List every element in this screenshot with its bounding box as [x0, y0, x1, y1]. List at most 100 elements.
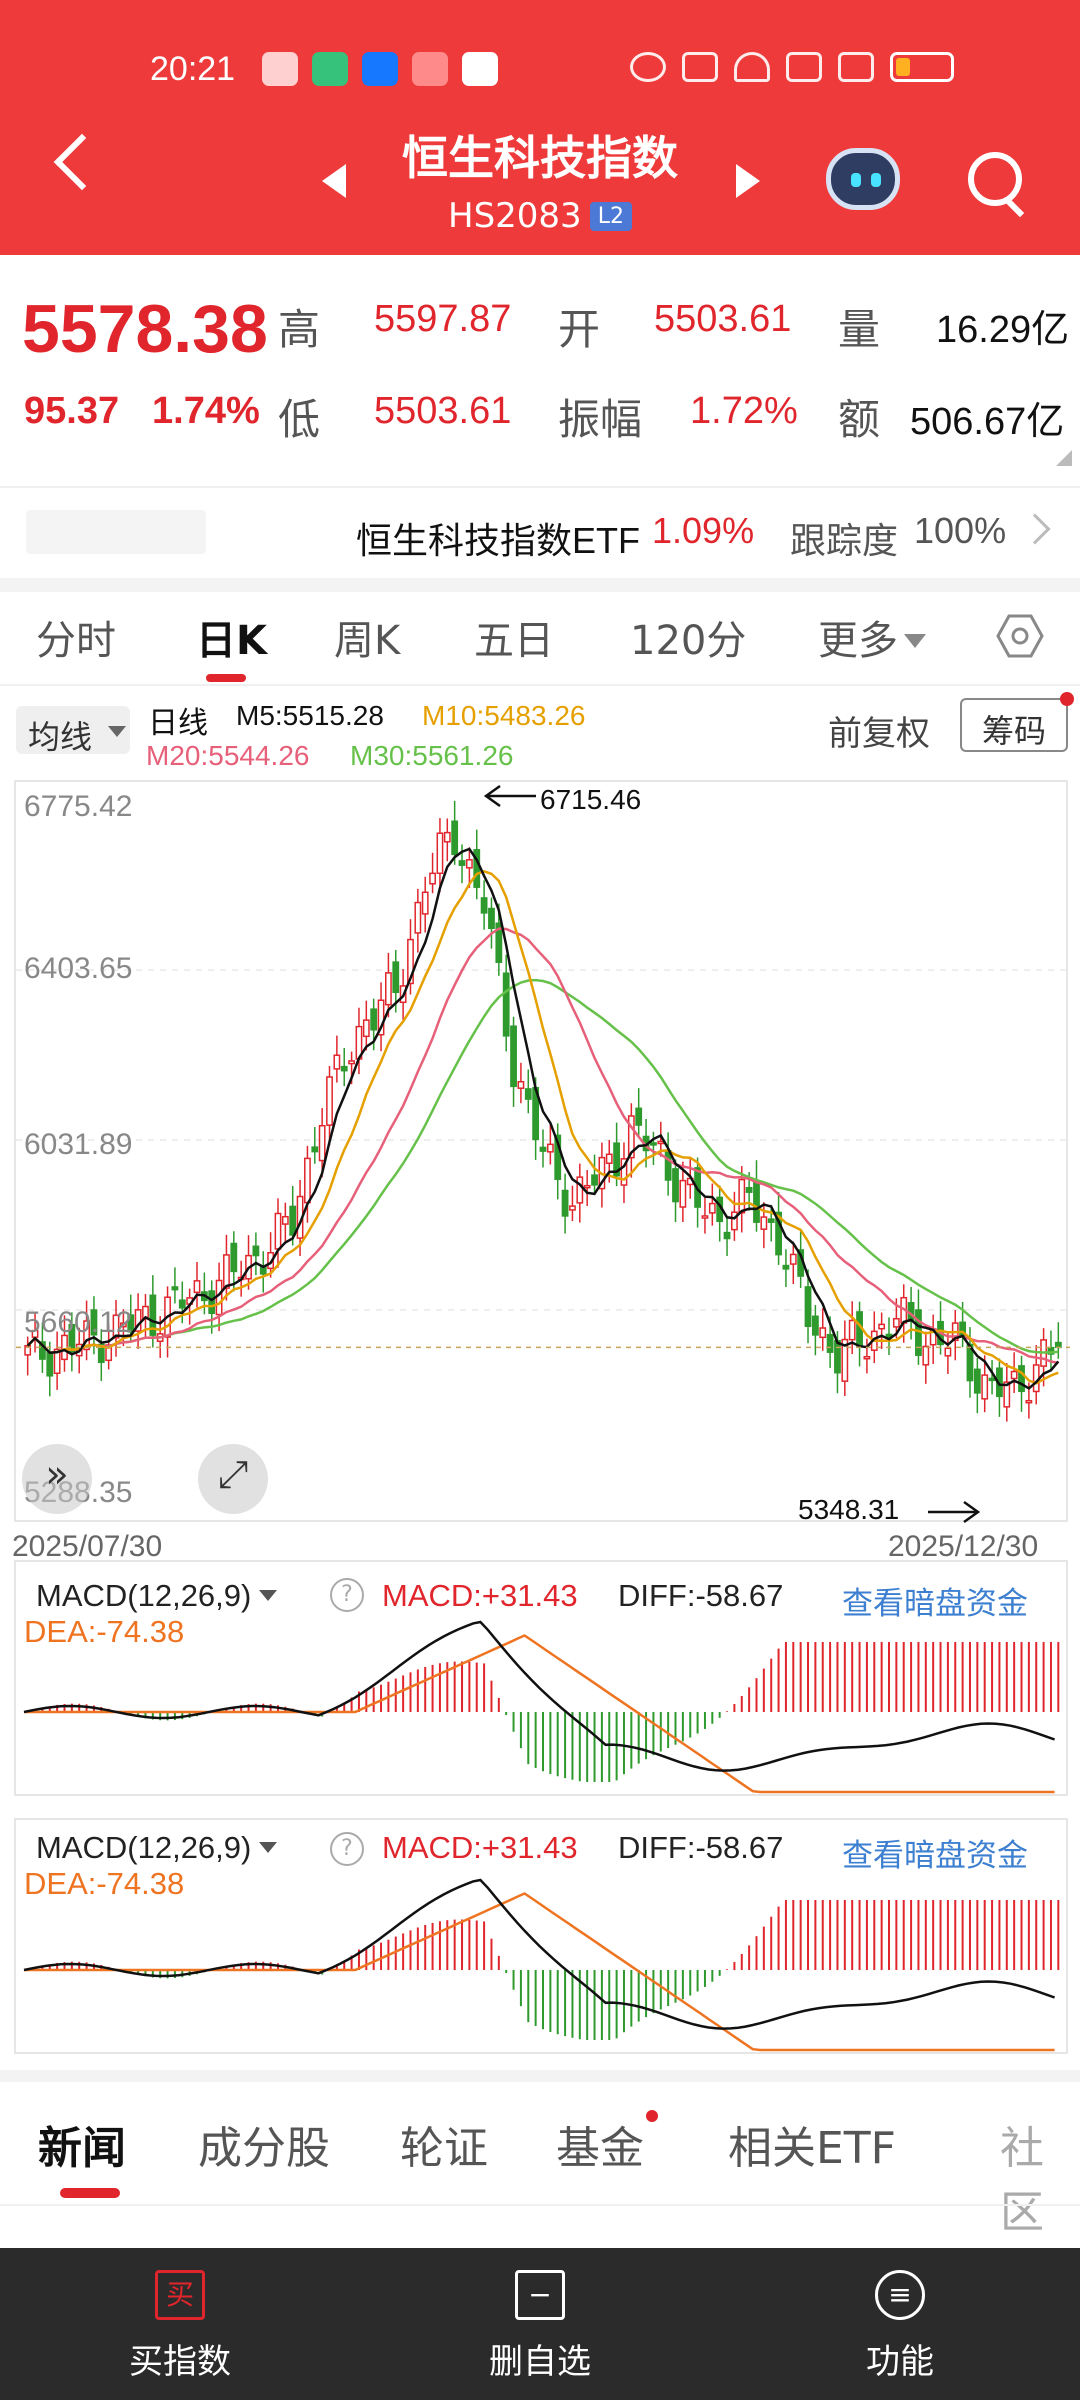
help-icon[interactable]: ?	[330, 1578, 364, 1612]
candle-body	[1025, 1399, 1033, 1404]
candle-body	[539, 1146, 547, 1152]
battery-icon	[890, 52, 954, 82]
candle-body	[495, 922, 503, 963]
candle-body	[53, 1348, 61, 1375]
dark-pool-link[interactable]: 查看暗盘资金	[842, 1838, 1028, 1873]
candle-body	[348, 1060, 355, 1065]
level-badge: L2	[589, 202, 632, 231]
search-icon[interactable]	[968, 152, 1022, 206]
robot-eye	[851, 173, 861, 187]
tab-funds[interactable]: 基金	[556, 2123, 644, 2174]
tab-related-etf[interactable]: 相关ETF	[728, 2123, 896, 2174]
candle-body	[421, 891, 429, 915]
tab-daily-k[interactable]: 日K	[196, 618, 267, 664]
assistant-robot-icon[interactable]	[826, 148, 900, 210]
candle-body	[753, 1180, 760, 1223]
ma10-value: M10:5483.26	[422, 700, 586, 731]
min-price-annotation: 5348.31	[798, 1494, 900, 1525]
candle-body	[561, 1189, 569, 1217]
fullscreen-button[interactable]: ⤢	[198, 1444, 268, 1514]
help-icon[interactable]: ?	[330, 1832, 364, 1866]
candle-body	[407, 938, 414, 985]
signal-icon	[838, 52, 874, 82]
collapse-button[interactable]: »	[22, 1444, 92, 1514]
dark-pool-link[interactable]: 查看暗盘资金	[842, 1586, 1028, 1621]
remove-watchlist-button[interactable]: − 删自选	[440, 2270, 640, 2383]
next-stock-button[interactable]	[736, 164, 760, 198]
turnover-label: 额	[838, 396, 881, 443]
candle-body	[362, 1019, 370, 1038]
status-time: 20:21	[150, 50, 236, 88]
candle-body	[664, 1150, 672, 1181]
ma30-value: M30:5561.26	[350, 740, 514, 771]
diff-line	[23, 1878, 1056, 2030]
macd-title: MACD(12,26,9)	[36, 1578, 252, 1613]
functions-button[interactable]: ≡ 功能	[800, 2270, 1000, 2383]
ma-selector-label: 均线	[28, 718, 93, 756]
tab-five-day[interactable]: 五日	[474, 618, 554, 664]
min-arrow-head	[963, 1500, 981, 1524]
macd-value: MACD:+31.43	[382, 1830, 578, 1865]
candle-body	[480, 897, 488, 914]
candle-body	[90, 1309, 98, 1336]
candle-body	[878, 1323, 886, 1330]
back-button[interactable]	[53, 133, 111, 191]
previous-stock-button[interactable]	[322, 164, 346, 198]
wifi-icon	[734, 52, 770, 82]
macd-selector[interactable]: MACD(12,26,9)	[36, 1578, 278, 1614]
divider	[0, 486, 1080, 488]
candle-body	[863, 1355, 871, 1360]
tab-120-min[interactable]: 120分	[630, 618, 747, 664]
candle-body	[848, 1319, 856, 1341]
candle-body	[657, 1140, 665, 1145]
tab-more[interactable]: 更多	[818, 608, 926, 666]
kline-svg	[16, 784, 1070, 1524]
candle-body	[208, 1290, 216, 1315]
candle-body	[517, 1080, 525, 1089]
amplitude-value: 1.72%	[690, 390, 798, 432]
adjust-selector[interactable]: 前复权	[828, 714, 930, 754]
open-label: 开	[558, 306, 601, 353]
macd-panel[interactable]	[14, 1560, 1068, 1796]
tab-warrants[interactable]: 轮证	[400, 2123, 488, 2174]
tab-constituents[interactable]: 成分股	[198, 2123, 330, 2174]
y-tick: 6031.89	[24, 1128, 133, 1161]
dea-value: DEA:-74.38	[24, 1866, 185, 1901]
macd-title: MACD(12,26,9)	[36, 1830, 252, 1865]
tab-community[interactable]: 社区	[1000, 2123, 1044, 2238]
tab-intraday[interactable]: 分时	[36, 618, 116, 664]
tab-weekly-k[interactable]: 周K	[334, 618, 401, 664]
y-tick: 5660.12	[24, 1306, 133, 1339]
chevron-down-icon	[259, 1842, 278, 1853]
kline-chart[interactable]	[14, 780, 1070, 1524]
chips-button[interactable]: 筹码	[960, 698, 1068, 752]
candle-body	[546, 1143, 554, 1153]
macd-selector[interactable]: MACD(12,26,9)	[36, 1830, 278, 1866]
settings-icon[interactable]	[996, 612, 1044, 660]
chevron-down-icon	[904, 634, 926, 648]
low-label: 低	[278, 396, 321, 443]
candle-body	[620, 1158, 628, 1186]
remove-watchlist-label: 删自选	[489, 2342, 591, 2382]
buy-index-button[interactable]: 买 买指数	[80, 2270, 280, 2383]
candle-body	[370, 1008, 378, 1031]
ma-selector[interactable]: 均线	[16, 706, 130, 756]
high-value: 5597.87	[374, 298, 512, 340]
price-change: 95.37	[24, 390, 120, 432]
macd-panel[interactable]	[14, 1818, 1068, 2054]
minus-box-icon: −	[515, 2270, 565, 2320]
candle-body	[973, 1368, 981, 1394]
candle-body	[627, 1115, 635, 1159]
candle-body	[672, 1168, 679, 1203]
amplitude-label: 振幅	[558, 396, 643, 443]
expand-corner-icon[interactable]	[1056, 450, 1072, 466]
tab-news[interactable]: 新闻	[38, 2123, 126, 2174]
turnover-value: 506.67亿	[910, 401, 1065, 443]
page-title: 恒生科技指数	[402, 131, 678, 185]
max-arrow-head	[483, 784, 501, 808]
candle-body	[1018, 1365, 1025, 1393]
notification-icons	[262, 52, 498, 86]
candle-body	[385, 972, 392, 1006]
candle-body	[112, 1314, 120, 1339]
dea-line	[24, 1634, 1055, 1794]
